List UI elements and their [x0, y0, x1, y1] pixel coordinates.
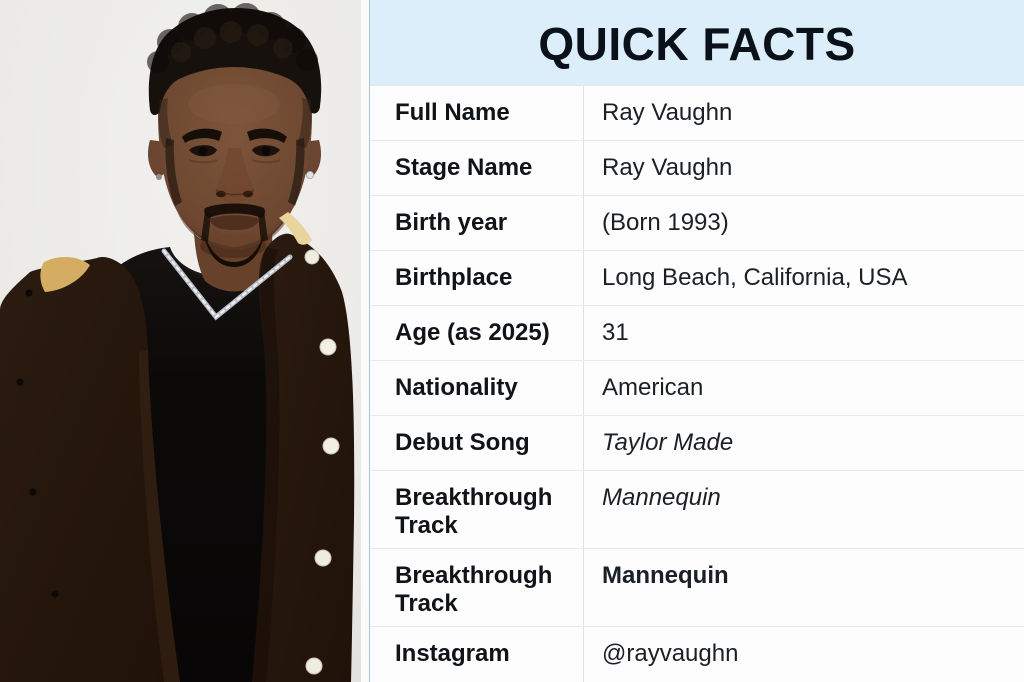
- fact-value: Taylor Made: [602, 429, 734, 456]
- man-hair: [147, 3, 322, 206]
- page-title: QUICK FACTS: [538, 17, 856, 70]
- fact-label: Debut Song: [370, 416, 584, 470]
- fact-row-instagram: Instagram @rayvaughn: [370, 626, 1024, 682]
- portrait-illustration: [0, 0, 369, 682]
- fact-value: (Born 1993): [602, 209, 729, 236]
- fact-value: 31: [602, 319, 629, 346]
- fact-label: Full Name: [370, 86, 584, 140]
- chain-necklace-icon: [161, 248, 293, 321]
- fact-row-birthplace: Birthplace Long Beach, California, USA: [370, 250, 1024, 305]
- fact-value: American: [602, 374, 704, 401]
- artist-photo: [0, 0, 369, 682]
- fact-label: Breakthrough Track: [370, 471, 584, 548]
- fact-label: Birth year: [370, 196, 584, 250]
- fact-row-full-name: Full Name Ray Vaughn: [370, 85, 1024, 140]
- fact-row-birth-year: Birth year (Born 1993): [370, 195, 1024, 250]
- fact-row-nationality: Nationality American: [370, 360, 1024, 415]
- fact-row-age: Age (as 2025) 31: [370, 305, 1024, 360]
- man-lips: [209, 215, 260, 247]
- earring-left-icon: [156, 174, 162, 180]
- fact-label: Stage Name: [370, 141, 584, 195]
- fact-label: Age (as 2025): [370, 306, 584, 360]
- facts-table: Full Name Ray Vaughn Stage Name Ray Vaug…: [370, 85, 1024, 682]
- jacket-buttons: [16, 249, 340, 675]
- jacket-left: [0, 257, 180, 682]
- fact-label: Instagram: [370, 627, 584, 682]
- man-nose: [215, 148, 255, 203]
- jacket-trim-left: [40, 256, 90, 292]
- fact-value: Mannequin: [602, 484, 721, 511]
- earring-right-icon: [305, 170, 314, 179]
- fact-row-debut-song: Debut Song Taylor Made: [370, 415, 1024, 470]
- fact-value: Mannequin: [602, 562, 729, 589]
- man-eyes: [188, 145, 281, 164]
- quick-facts-header: QUICK FACTS: [370, 0, 1024, 85]
- fact-value: Ray Vaughn: [602, 154, 733, 181]
- fact-value: @rayvaughn: [602, 640, 739, 667]
- fact-value: Ray Vaughn: [602, 99, 733, 126]
- quick-facts-panel: QUICK FACTS Full Name Ray Vaughn Stage N…: [369, 0, 1024, 682]
- fact-row-stage-name: Stage Name Ray Vaughn: [370, 140, 1024, 195]
- fact-row-breakthrough-track-1: Breakthrough Track Mannequin: [370, 470, 1024, 548]
- fact-label: Nationality: [370, 361, 584, 415]
- fact-value: Long Beach, California, USA: [602, 264, 908, 291]
- jacket-trim-right: [279, 212, 312, 245]
- man-eyebrows: [182, 128, 287, 143]
- man-mustache-goatee: [201, 203, 268, 267]
- fact-label: Breakthrough Track: [370, 549, 584, 626]
- fact-row-breakthrough-track-2: Breakthrough Track Mannequin: [370, 548, 1024, 626]
- fact-label: Birthplace: [370, 251, 584, 305]
